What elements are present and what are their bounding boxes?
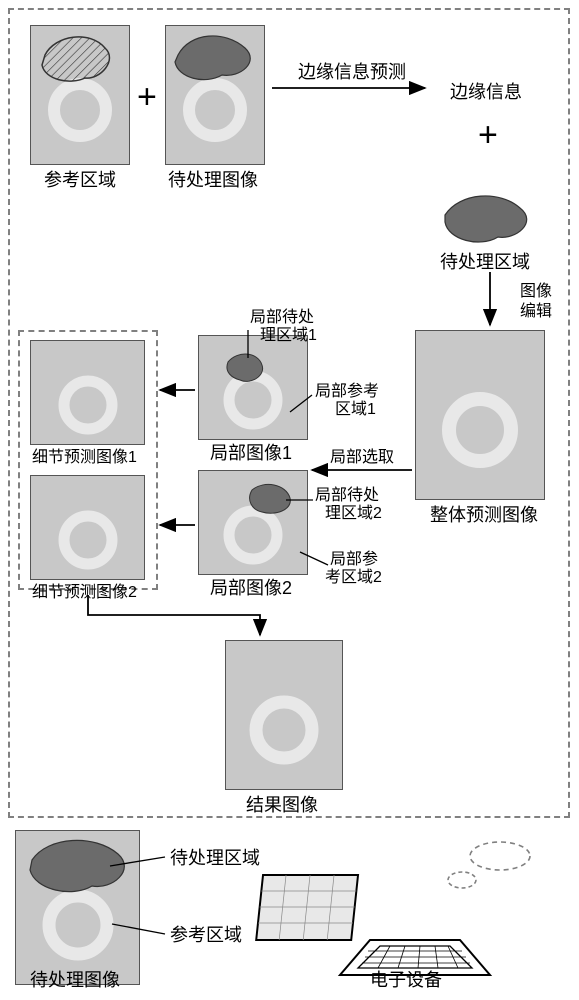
label-overall-pred: 整体预测图像 — [430, 505, 538, 527]
laptop-icon — [256, 875, 490, 975]
label-local-img1: 局部图像1 — [210, 443, 292, 465]
detail-pred2-box — [30, 475, 145, 580]
label-bottom-pending-img: 待处理图像 — [30, 970, 120, 992]
ref-region-box — [30, 25, 130, 165]
label-pending-region: 待处理区域 — [440, 252, 530, 274]
label-image-edit-1: 图像 — [520, 282, 552, 301]
label-local-ref1a: 局部参考 — [315, 382, 379, 401]
plus-2: + — [478, 118, 498, 152]
bubble1 — [470, 842, 530, 870]
label-image-edit-2: 编辑 — [520, 302, 552, 321]
label-local-pending1b: 理区域1 — [260, 326, 317, 345]
label-local-ref2a: 局部参 — [330, 550, 378, 569]
label-local-pending1a: 局部待处 — [250, 308, 314, 327]
label-edge-pred: 边缘信息预测 — [298, 62, 406, 84]
label-local-pending2a: 局部待处 — [315, 486, 379, 505]
label-ref-region: 参考区域 — [44, 170, 116, 192]
label-pending-img: 待处理图像 — [168, 170, 258, 192]
label-local-select: 局部选取 — [330, 448, 394, 467]
plus-1: + — [137, 80, 157, 114]
label-bottom-ref-region: 参考区域 — [170, 925, 242, 947]
overall-pred-box — [415, 330, 545, 500]
label-bottom-pending-region: 待处理区域 — [170, 848, 260, 870]
label-local-img2: 局部图像2 — [210, 578, 292, 600]
result-img-box — [225, 640, 343, 790]
label-detail-pred2: 细节预测图像2 — [32, 583, 137, 602]
label-e-device: 电子设备 — [370, 970, 442, 992]
local-img1-box — [198, 335, 308, 440]
detail-pred1-box — [30, 340, 145, 445]
label-local-pending2b: 理区域2 — [325, 504, 382, 523]
label-edge-info: 边缘信息 — [450, 82, 522, 104]
label-local-ref2b: 考区域2 — [325, 568, 382, 587]
bottom-pending-box — [15, 830, 140, 985]
local-img2-box — [198, 470, 308, 575]
label-local-ref1b: 区域1 — [335, 400, 376, 419]
label-result-img: 结果图像 — [246, 795, 318, 817]
bubble2 — [448, 872, 476, 888]
label-detail-pred1: 细节预测图像1 — [32, 448, 137, 467]
pending-img-box — [165, 25, 265, 165]
